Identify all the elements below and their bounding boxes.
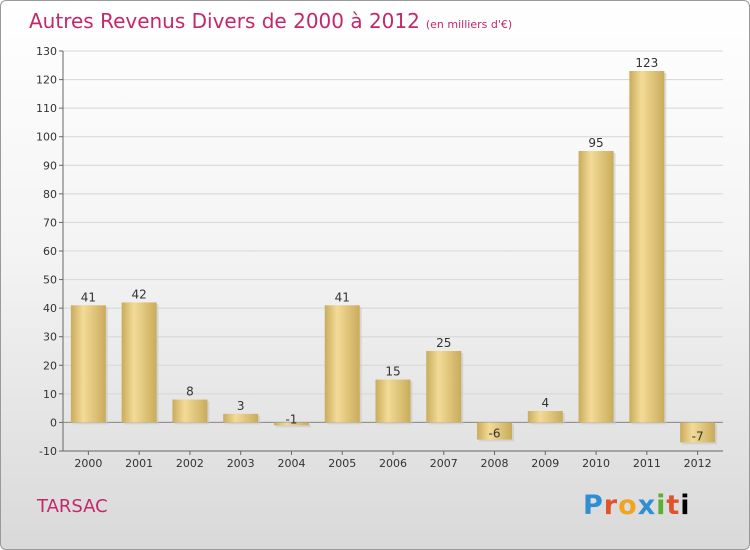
x-tick-label: 2009 [531, 457, 559, 470]
proxiti-logo: Proxiti [583, 490, 691, 521]
y-tick-label: 10 [43, 388, 57, 401]
value-label: 95 [588, 136, 603, 150]
y-tick-label: -10 [39, 445, 57, 458]
bar-shadow [275, 424, 311, 428]
y-tick-label: 0 [50, 416, 57, 429]
bar [680, 422, 716, 443]
y-tick-label: 120 [36, 74, 57, 87]
x-tick-label: 2005 [328, 457, 356, 470]
value-label: 41 [335, 290, 350, 304]
bar [477, 422, 513, 440]
y-tick-label: 50 [43, 274, 57, 287]
y-tick-label: 90 [43, 159, 57, 172]
x-tick-label: 2001 [125, 457, 153, 470]
x-tick-label: 2011 [633, 457, 661, 470]
x-tick-label: 2000 [74, 457, 102, 470]
y-tick-label: 70 [43, 216, 57, 229]
y-tick-label: 130 [36, 45, 57, 58]
y-tick-label: 20 [43, 359, 57, 372]
chart-title-text: Autres Revenus Divers de 2000 à 2012 [29, 9, 420, 33]
x-tick-label: 2004 [277, 457, 305, 470]
value-label: 8 [186, 385, 194, 399]
bar [527, 411, 563, 423]
bar [121, 302, 157, 423]
bar [223, 413, 259, 423]
y-tick-label: 100 [36, 131, 57, 144]
bar [70, 305, 106, 423]
value-label: 42 [132, 287, 147, 301]
value-label: 123 [635, 56, 658, 70]
bar [375, 379, 411, 423]
bar [172, 399, 208, 423]
y-tick-label: 80 [43, 188, 57, 201]
commune-name: TARSAC [37, 496, 108, 517]
chart-title: Autres Revenus Divers de 2000 à 2012 (en … [29, 9, 512, 33]
x-tick-label: 2010 [582, 457, 610, 470]
value-label: 3 [237, 399, 245, 413]
value-label: -6 [489, 427, 501, 441]
value-label: -7 [692, 429, 704, 443]
y-tick-label: 30 [43, 331, 57, 344]
x-tick-label: 2008 [481, 457, 509, 470]
value-label: 15 [385, 365, 400, 379]
value-label: 25 [436, 336, 451, 350]
x-tick-label: 2007 [430, 457, 458, 470]
x-tick-label: 2012 [684, 457, 712, 470]
value-label: 4 [541, 396, 549, 410]
x-tick-label: 2002 [176, 457, 204, 470]
y-tick-label: 40 [43, 302, 57, 315]
y-tick-label: 110 [36, 102, 57, 115]
value-label: 41 [81, 290, 96, 304]
x-tick-label: 2006 [379, 457, 407, 470]
bar [578, 151, 614, 423]
bar [273, 422, 309, 426]
chart-subtitle: (en milliers d'€) [425, 18, 513, 31]
bar [426, 351, 462, 423]
value-label: -1 [285, 412, 297, 426]
bar [629, 71, 665, 423]
x-tick-label: 2003 [227, 457, 255, 470]
y-tick-label: 60 [43, 245, 57, 258]
bar [324, 305, 360, 423]
